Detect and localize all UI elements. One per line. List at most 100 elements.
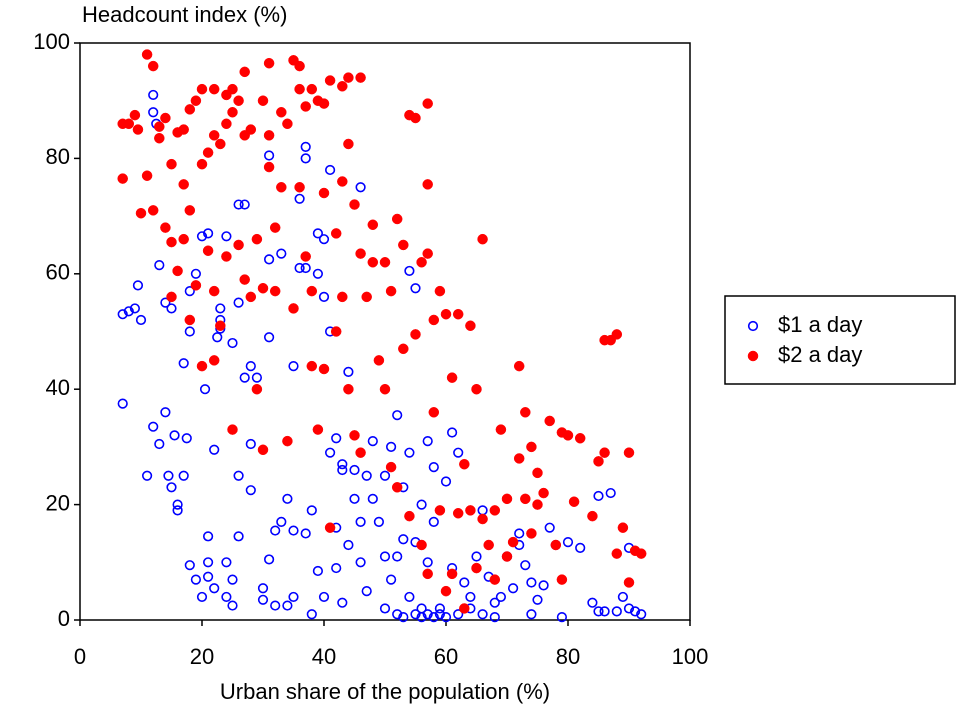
point — [373, 355, 385, 366]
point — [245, 485, 256, 496]
point — [349, 464, 360, 476]
point — [544, 522, 555, 533]
point — [147, 60, 159, 72]
point — [343, 72, 354, 83]
point — [446, 372, 458, 383]
point — [245, 124, 257, 135]
point — [123, 118, 135, 130]
point — [422, 436, 433, 447]
point — [288, 303, 299, 314]
point — [148, 89, 159, 101]
point — [514, 528, 525, 539]
point — [477, 609, 488, 620]
point — [391, 213, 403, 225]
x-tick-label: 80 — [556, 644, 580, 669]
point — [337, 291, 348, 303]
point — [617, 522, 629, 533]
point — [263, 161, 275, 173]
point — [141, 170, 153, 181]
point — [166, 236, 177, 248]
point — [501, 551, 513, 562]
point — [434, 609, 446, 620]
point — [239, 66, 250, 78]
point — [221, 231, 232, 242]
point — [398, 343, 409, 355]
point — [330, 326, 342, 337]
point — [526, 441, 537, 453]
point — [325, 447, 336, 458]
point — [135, 314, 147, 326]
point — [154, 260, 165, 271]
point — [593, 606, 604, 617]
point — [507, 583, 519, 594]
point — [318, 363, 330, 375]
point — [550, 539, 562, 551]
point — [221, 251, 232, 262]
point — [337, 597, 348, 608]
point — [416, 499, 427, 510]
point — [410, 283, 421, 294]
point — [556, 612, 568, 623]
point — [147, 205, 159, 216]
point — [154, 132, 165, 144]
point — [343, 383, 354, 395]
point — [294, 83, 305, 95]
point — [386, 441, 397, 453]
point — [269, 285, 281, 297]
point — [227, 106, 238, 118]
point — [343, 366, 354, 377]
point — [202, 245, 214, 256]
point — [367, 219, 379, 231]
point — [227, 83, 238, 95]
point — [172, 265, 183, 277]
point — [355, 182, 366, 193]
point — [288, 525, 299, 536]
point — [300, 251, 311, 262]
point — [605, 487, 616, 499]
point — [331, 433, 342, 444]
legend-label: $1 a day — [778, 312, 862, 337]
point — [233, 95, 244, 106]
point — [465, 591, 476, 603]
point — [507, 536, 519, 548]
point — [276, 106, 287, 118]
point — [208, 130, 220, 141]
point — [318, 591, 330, 603]
point — [300, 262, 311, 274]
point — [489, 505, 501, 516]
point — [282, 435, 293, 447]
point — [599, 447, 610, 458]
point — [318, 187, 330, 199]
point — [349, 493, 360, 504]
point — [300, 528, 311, 539]
point — [422, 557, 433, 568]
point — [398, 534, 409, 545]
point — [361, 470, 372, 481]
point — [306, 609, 317, 620]
point — [386, 574, 397, 585]
point — [465, 320, 476, 331]
legend-box — [724, 295, 956, 385]
point — [611, 606, 622, 617]
point — [135, 207, 147, 219]
point — [227, 574, 238, 585]
point — [202, 147, 214, 158]
point — [184, 314, 196, 326]
point — [538, 580, 549, 591]
point — [288, 591, 299, 603]
y-tick-label: 20 — [46, 490, 70, 515]
point — [453, 609, 464, 620]
point — [391, 482, 403, 493]
point — [208, 83, 220, 95]
point — [575, 542, 586, 553]
point — [178, 179, 189, 190]
point — [178, 358, 189, 369]
point — [142, 470, 153, 481]
point — [416, 539, 427, 551]
point — [428, 516, 439, 528]
point — [562, 430, 574, 441]
point — [404, 265, 415, 277]
point — [215, 303, 226, 314]
point — [556, 574, 568, 585]
